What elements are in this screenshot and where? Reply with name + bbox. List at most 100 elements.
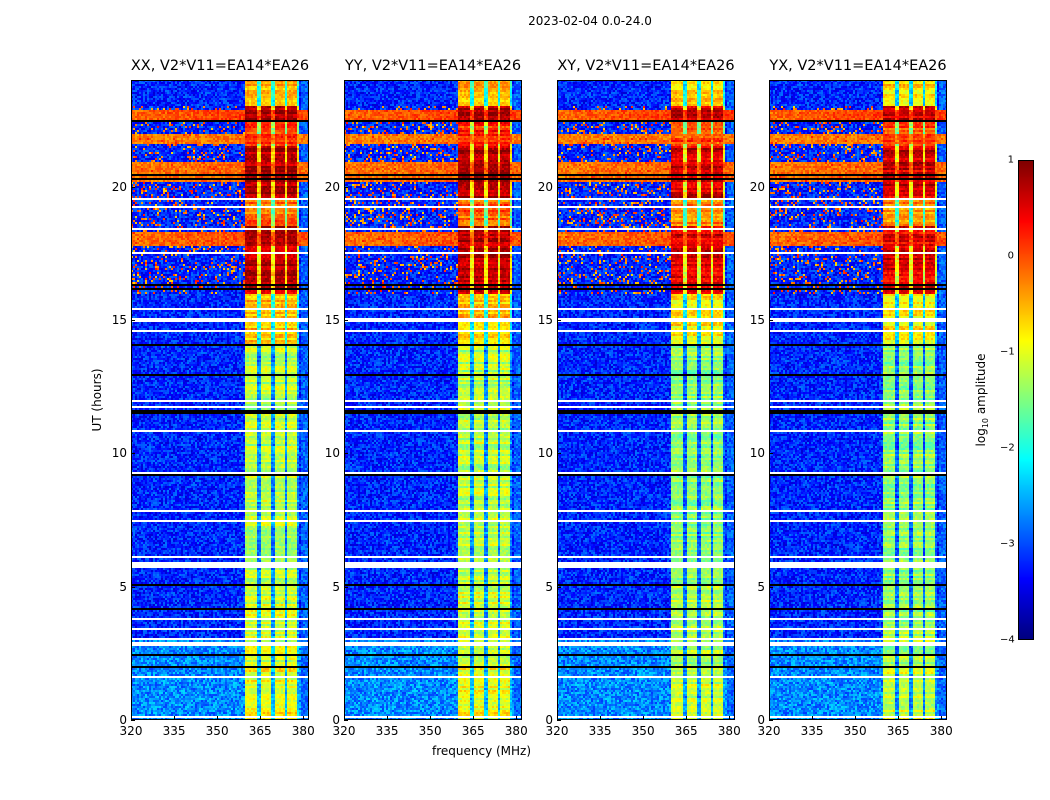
x-tick-mark — [898, 716, 900, 720]
y-tick-mark — [769, 453, 773, 455]
y-tick-mark — [131, 586, 135, 588]
y-tick-label: 5 — [119, 579, 127, 594]
y-tick-mark — [769, 586, 773, 588]
y-tick-label: 5 — [332, 579, 340, 594]
y-tick-mark — [344, 453, 348, 455]
y-tick-label: 20 — [749, 179, 765, 194]
x-tick-label: 335 — [800, 724, 824, 738]
colorbar-label-suffix: amplitude — [973, 353, 988, 418]
y-tick-mark — [131, 186, 135, 188]
y-tick-mark — [131, 720, 135, 721]
y-tick-label: 10 — [111, 446, 127, 461]
colorbar-label: log10 amplitude — [974, 354, 990, 447]
x-tick-label: 380 — [504, 724, 528, 738]
x-tick-label: 320 — [332, 724, 356, 738]
x-tick-label: 380 — [929, 724, 953, 738]
x-tick-mark — [387, 716, 389, 720]
x-tick-mark — [941, 716, 943, 720]
x-tick-mark — [174, 716, 176, 720]
y-tick-mark — [344, 186, 348, 188]
colorbar — [1018, 160, 1034, 640]
x-tick-label: 365 — [461, 724, 485, 738]
x-tick-mark — [769, 716, 770, 720]
panel-title: YX, V2*V11=EA14*EA26 — [769, 58, 947, 74]
colorbar-label-prefix: log — [973, 428, 988, 447]
y-tick-mark — [344, 320, 348, 321]
colorbar-tick-label: −3 — [1000, 538, 1015, 550]
x-tick-label: 380 — [291, 724, 315, 738]
colorbar-label-sub: 10 — [981, 417, 991, 429]
colorbar-tick-label: −1 — [1000, 346, 1015, 358]
x-tick-mark — [260, 716, 262, 720]
colorbar-tick-label: −2 — [1000, 442, 1015, 454]
figure-suptitle: 2023-02-04 0.0-24.0 — [528, 14, 652, 28]
waterfall-heatmap — [769, 80, 947, 720]
y-tick-mark — [557, 720, 561, 721]
x-tick-mark — [344, 716, 345, 720]
x-tick-label: 365 — [886, 724, 910, 738]
x-tick-mark — [217, 716, 219, 720]
y-tick-label: 20 — [324, 179, 340, 194]
panel-xx: XX, V2*V11=EA14*EA26 320 335 350 365 380 0 5 10 1… — [112, 58, 315, 738]
x-tick-mark — [131, 716, 132, 720]
x-tick-label: 320 — [545, 724, 569, 738]
y-tick-label: 20 — [111, 179, 127, 194]
y-tick-mark — [131, 320, 135, 321]
y-tick-label: 10 — [537, 446, 553, 461]
y-tick-mark — [344, 720, 348, 721]
panel-xy: XY, V2*V11=EA14*EA26 320 335 350 365 380 0 5 10 1… — [538, 58, 741, 738]
colorbar-tick-label: 0 — [1007, 250, 1014, 262]
panel-title: YY, V2*V11=EA14*EA26 — [344, 58, 522, 74]
y-tick-label: 0 — [119, 713, 127, 727]
x-tick-label: 350 — [843, 724, 867, 738]
y-tick-mark — [557, 320, 561, 321]
x-tick-mark — [516, 716, 518, 720]
y-tick-label: 5 — [757, 579, 765, 594]
waterfall-heatmap — [344, 80, 522, 720]
x-tick-mark — [855, 716, 857, 720]
y-tick-mark — [769, 720, 773, 721]
y-tick-mark — [344, 586, 348, 588]
waterfall-heatmap — [557, 80, 735, 720]
x-tick-label: 350 — [205, 724, 229, 738]
y-tick-mark — [769, 186, 773, 188]
panel-title: XY, V2*V11=EA14*EA26 — [557, 58, 735, 74]
y-tick-label: 20 — [537, 179, 553, 194]
panel-yx: YX, V2*V11=EA14*EA26 320 335 350 365 380 0 5 10 1… — [750, 58, 953, 738]
y-tick-label: 10 — [749, 446, 765, 461]
x-axis-label: frequency (MHz) — [432, 744, 532, 758]
y-tick-label: 15 — [324, 313, 340, 327]
y-tick-label: 5 — [545, 579, 553, 594]
x-tick-label: 335 — [375, 724, 399, 738]
y-tick-label: 0 — [757, 713, 765, 727]
x-tick-label: 335 — [162, 724, 186, 738]
colorbar-tick-label: −4 — [1000, 634, 1015, 646]
x-tick-mark — [729, 716, 731, 720]
x-tick-mark — [812, 716, 814, 720]
x-tick-label: 380 — [717, 724, 741, 738]
x-tick-label: 365 — [248, 724, 272, 738]
x-tick-label: 320 — [119, 724, 143, 738]
y-tick-label: 15 — [537, 313, 553, 327]
y-tick-mark — [557, 186, 561, 188]
x-tick-label: 320 — [757, 724, 781, 738]
y-tick-label: 0 — [332, 713, 340, 727]
x-tick-mark — [643, 716, 645, 720]
panel-yy: YY, V2*V11=EA14*EA26 320 335 350 365 380 0 5 10 1… — [325, 58, 528, 738]
y-tick-label: 15 — [111, 313, 127, 327]
waterfall-heatmap — [131, 80, 309, 720]
y-tick-label: 15 — [749, 313, 765, 327]
x-tick-label: 365 — [674, 724, 698, 738]
colorbar-gradient — [1019, 161, 1033, 639]
x-tick-mark — [473, 716, 475, 720]
y-tick-mark — [769, 320, 773, 321]
x-tick-mark — [600, 716, 602, 720]
x-tick-label: 350 — [631, 724, 655, 738]
y-tick-mark — [131, 453, 135, 455]
y-tick-mark — [557, 453, 561, 455]
y-tick-label: 0 — [545, 713, 553, 727]
x-tick-label: 335 — [588, 724, 612, 738]
x-tick-mark — [557, 716, 558, 720]
panel-title: XX, V2*V11=EA14*EA26 — [130, 58, 310, 74]
x-tick-mark — [430, 716, 432, 720]
